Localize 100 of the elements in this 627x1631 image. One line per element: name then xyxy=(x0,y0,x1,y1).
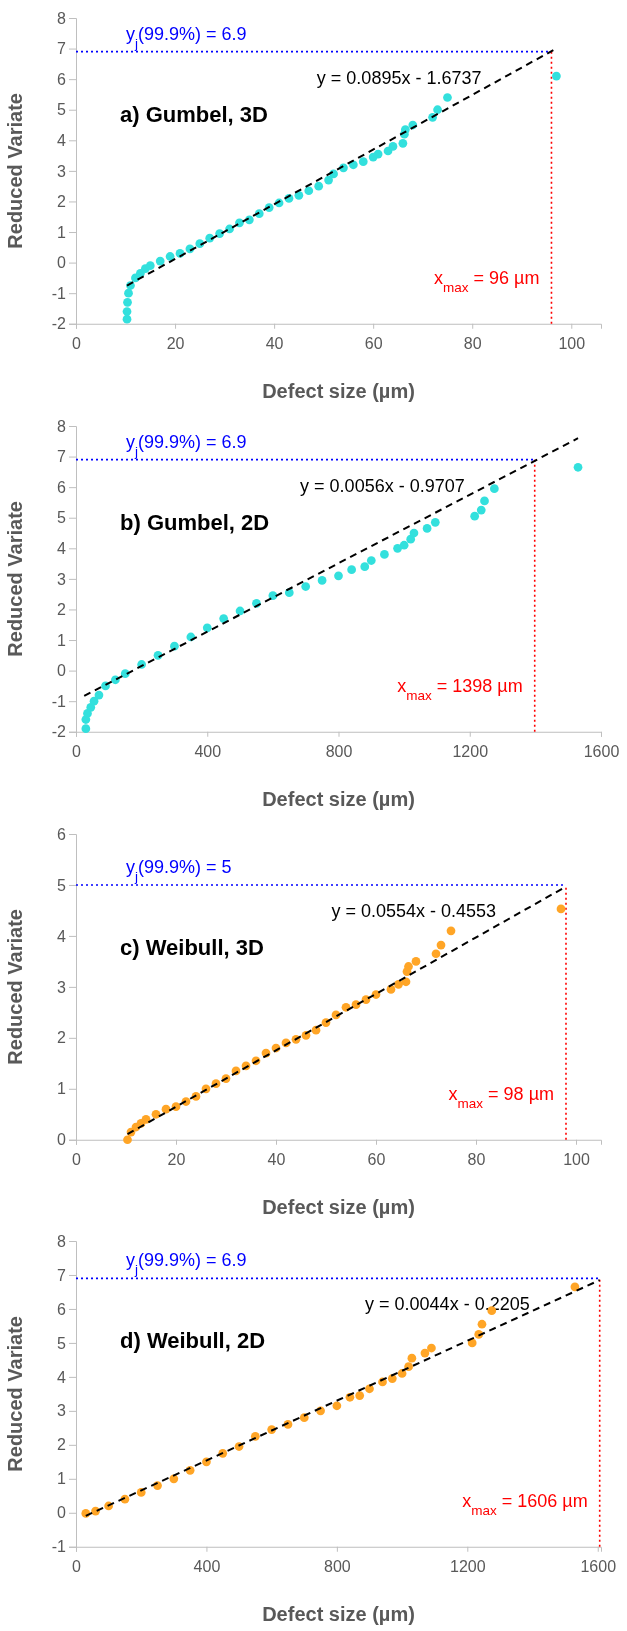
y-tick-label: 4 xyxy=(57,539,67,557)
point xyxy=(556,904,566,913)
point xyxy=(145,261,155,271)
point xyxy=(355,1391,365,1401)
x-tick-label: 40 xyxy=(267,1150,286,1168)
point xyxy=(219,614,229,623)
x-tick-label: 80 xyxy=(467,1150,486,1168)
point xyxy=(314,181,324,191)
point xyxy=(552,71,561,81)
x-tick-label: 0 xyxy=(72,335,82,353)
point xyxy=(397,1369,407,1379)
x-tick-label: 0 xyxy=(72,743,82,761)
x-tick-label: 100 xyxy=(563,1150,590,1168)
y-tick-label: 1 xyxy=(57,631,67,649)
ref-line-label: y$_{j}$(99.9%) = 5 xyxy=(126,856,232,883)
x-tick-label: 1600 xyxy=(583,743,620,761)
point xyxy=(304,186,314,196)
y-tick-label: 8 xyxy=(57,417,67,435)
point xyxy=(443,93,452,102)
point xyxy=(404,961,413,971)
point xyxy=(409,528,419,538)
x-tick-label: 60 xyxy=(364,335,383,353)
point xyxy=(411,956,421,966)
annotation: y = 0.0554x - 0.4553 xyxy=(331,900,496,921)
y-tick-label: 2 xyxy=(57,1028,67,1046)
point xyxy=(570,1282,580,1292)
y-tick-label: 4 xyxy=(57,131,67,149)
point xyxy=(155,256,165,266)
point xyxy=(94,690,104,700)
y-tick-label: 5 xyxy=(57,1334,67,1352)
point xyxy=(347,565,356,574)
ref-line-label: y$_{j}$(99.9%) = 6.9 xyxy=(126,23,247,51)
point xyxy=(332,1401,342,1411)
point xyxy=(446,925,456,935)
point xyxy=(427,1343,436,1353)
point xyxy=(89,696,99,706)
y-tick-label: 6 xyxy=(57,478,67,496)
point xyxy=(398,139,408,148)
point xyxy=(399,540,409,550)
point xyxy=(407,1354,417,1363)
y-tick-label: 7 xyxy=(57,447,67,465)
point xyxy=(202,623,212,632)
point xyxy=(360,562,370,571)
y-axis-title: Reduced Variate xyxy=(4,500,26,657)
point xyxy=(165,252,175,261)
x-tick-label: 0 xyxy=(72,1150,82,1168)
text: b) Gumbel, 2D xyxy=(120,509,270,535)
y-tick-label: 7 xyxy=(57,40,67,58)
x-tick-label: 80 xyxy=(463,335,482,353)
point xyxy=(431,948,441,958)
point xyxy=(380,549,389,559)
point xyxy=(470,511,480,521)
point xyxy=(489,484,499,493)
point xyxy=(141,1114,151,1124)
y-tick-label: 5 xyxy=(57,509,67,527)
text: c) Weibull, 3D xyxy=(120,934,264,960)
y-tick-label: 1 xyxy=(57,1079,67,1097)
y-tick-label: 2 xyxy=(57,600,67,618)
annotation: y = 0.0056x - 0.9707 xyxy=(300,475,465,496)
point xyxy=(358,157,368,167)
x-tick-label: 800 xyxy=(325,743,353,761)
point xyxy=(123,1134,132,1144)
y-tick-label: 1 xyxy=(57,1470,67,1488)
y-tick-label: 6 xyxy=(57,70,67,88)
ref-line-label: x$_{max}$ = 96 µm xyxy=(434,267,540,295)
point xyxy=(573,462,583,472)
annotation: y = 0.0044x - 0.2205 xyxy=(365,1294,530,1315)
point xyxy=(123,297,132,307)
x-tick-label: 1200 xyxy=(452,743,489,761)
point xyxy=(122,307,132,316)
point xyxy=(401,976,411,986)
ref-line-label: x$_{max}$ = 98 µm xyxy=(448,1083,554,1110)
point xyxy=(124,288,133,298)
x-tick-label: 800 xyxy=(324,1558,351,1576)
point xyxy=(433,105,442,115)
point xyxy=(480,496,489,506)
y-tick-label: 3 xyxy=(57,977,67,995)
x-tick-label: 1600 xyxy=(580,1558,617,1576)
y-tick-label: 5 xyxy=(57,101,67,119)
x-tick-label: 0 xyxy=(72,1558,82,1576)
y-axis-title: Reduced Variate xyxy=(4,93,26,249)
x-axis-title: Defect size (µm) xyxy=(262,1603,415,1625)
point xyxy=(334,571,343,580)
point xyxy=(388,142,398,151)
y-tick-label: -1 xyxy=(51,692,67,710)
x-tick-label: 400 xyxy=(194,743,222,761)
ref-line-label: y$_{j}$(99.9%) = 6.9 xyxy=(126,1250,247,1278)
x-axis-title: Defect size (µm) xyxy=(262,1195,415,1218)
x-tick-label: 1200 xyxy=(450,1558,486,1576)
y-tick-label: 8 xyxy=(57,1232,67,1250)
y-axis-title: Reduced Variate xyxy=(4,908,26,1065)
x-axis-title: Defect size (µm) xyxy=(262,379,415,402)
point xyxy=(151,1109,161,1119)
point xyxy=(235,606,245,616)
point xyxy=(430,517,440,527)
point xyxy=(83,708,92,718)
text: d) Weibull, 2D xyxy=(120,1328,266,1354)
y-tick-label: 7 xyxy=(57,1266,67,1284)
y-tick-label: 0 xyxy=(57,1504,67,1522)
y-tick-label: 5 xyxy=(57,876,67,894)
